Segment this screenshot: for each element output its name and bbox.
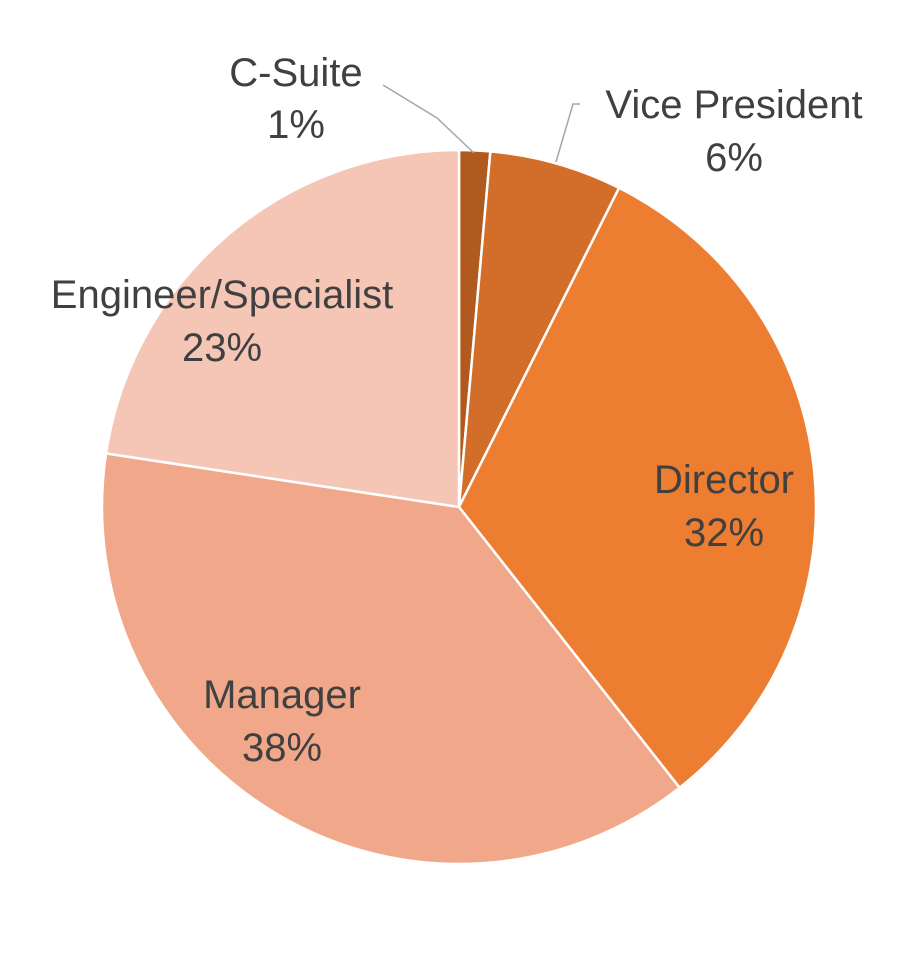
slice-labels: C-Suite 1% Vice President 6% Director 32…: [51, 51, 863, 770]
slice-label-c-suite-value: 1%: [267, 103, 325, 147]
leader-lines: [382, 84, 580, 163]
leader-line-vice-president: [555, 103, 580, 163]
slice-label-engineer-specialist-name: Engineer/Specialist: [51, 273, 393, 317]
pie-slice-director: [457, 186, 818, 789]
pie-slice-manager: [100, 452, 681, 866]
slice-label-vice-president-value: 6%: [705, 136, 763, 180]
pie-slice-engineer-specialist: [104, 148, 461, 509]
slice-label-manager-name: Manager: [203, 673, 361, 717]
slice-label-engineer-specialist-value: 23%: [182, 326, 262, 370]
slice-label-manager-value: 38%: [242, 726, 322, 770]
slice-label-director-value: 32%: [684, 511, 764, 555]
slice-label-director-name: Director: [654, 458, 794, 502]
pie-slice-vice-president: [457, 150, 621, 509]
pie-slices: [100, 148, 818, 866]
leader-line-c-suite: [382, 84, 475, 154]
slice-label-c-suite-name: C-Suite: [229, 51, 362, 95]
slice-label-vice-president-name: Vice President: [605, 83, 862, 127]
